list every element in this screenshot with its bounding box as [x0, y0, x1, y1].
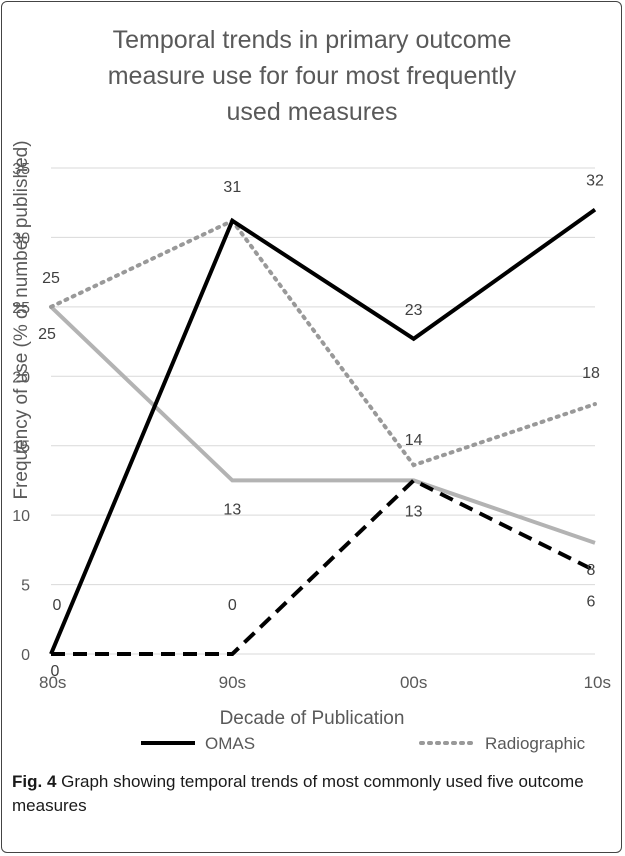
- data-label: 13: [223, 501, 241, 518]
- x-tick-label: 00s: [400, 673, 427, 692]
- figure-caption: Fig. 4 Graph showing temporal trends of …: [12, 770, 612, 818]
- y-tick-label: 35: [12, 161, 30, 178]
- x-tick-label: 90s: [219, 673, 246, 692]
- data-label: 0: [53, 597, 62, 614]
- data-label: 14: [405, 432, 423, 449]
- data-label: 32: [586, 173, 604, 190]
- series-line-omas: [49, 208, 597, 655]
- series-line-aofas: [51, 478, 596, 656]
- y-tick-label: 25: [12, 300, 30, 317]
- data-label: 13: [405, 503, 423, 520]
- series-line-radiographic: [49, 218, 597, 468]
- x-tick-label: 80s: [39, 673, 66, 692]
- data-label: 25: [38, 326, 56, 343]
- data-label: 25: [42, 270, 60, 287]
- legend-label: OMAS: [205, 734, 255, 753]
- figure-label: Fig. 4: [12, 772, 57, 791]
- data-label: 23: [405, 302, 423, 319]
- series-line-rom: [49, 305, 596, 545]
- chart-title-line: used measures: [227, 98, 398, 126]
- legend-label: Radiographic: [485, 734, 586, 753]
- y-tick-label: 20: [12, 369, 30, 386]
- chart-title-line: Temporal trends in primary outcome: [113, 26, 512, 54]
- data-label: 0: [228, 597, 237, 614]
- y-tick-label: 0: [21, 647, 30, 664]
- data-label: 8: [587, 562, 596, 579]
- data-label: 0: [51, 663, 60, 680]
- x-tick-label: 10s: [584, 673, 611, 692]
- data-label: 31: [223, 179, 241, 196]
- x-axis-title: Decade of Publication: [220, 708, 405, 729]
- y-tick-label: 10: [12, 508, 30, 525]
- y-tick-label: 15: [12, 439, 30, 456]
- y-axis-title: Frequency of use (% of number published): [11, 140, 32, 499]
- data-label: 18: [582, 365, 600, 382]
- data-label: 6: [587, 594, 596, 611]
- y-tick-label: 30: [12, 230, 30, 247]
- chart-title-line: measure use for four most frequently: [108, 62, 517, 90]
- line-chart: Temporal trends in primary outcome measur…: [11, 26, 611, 753]
- caption-text: Graph showing temporal trends of most co…: [12, 772, 584, 815]
- y-tick-label: 5: [21, 578, 30, 595]
